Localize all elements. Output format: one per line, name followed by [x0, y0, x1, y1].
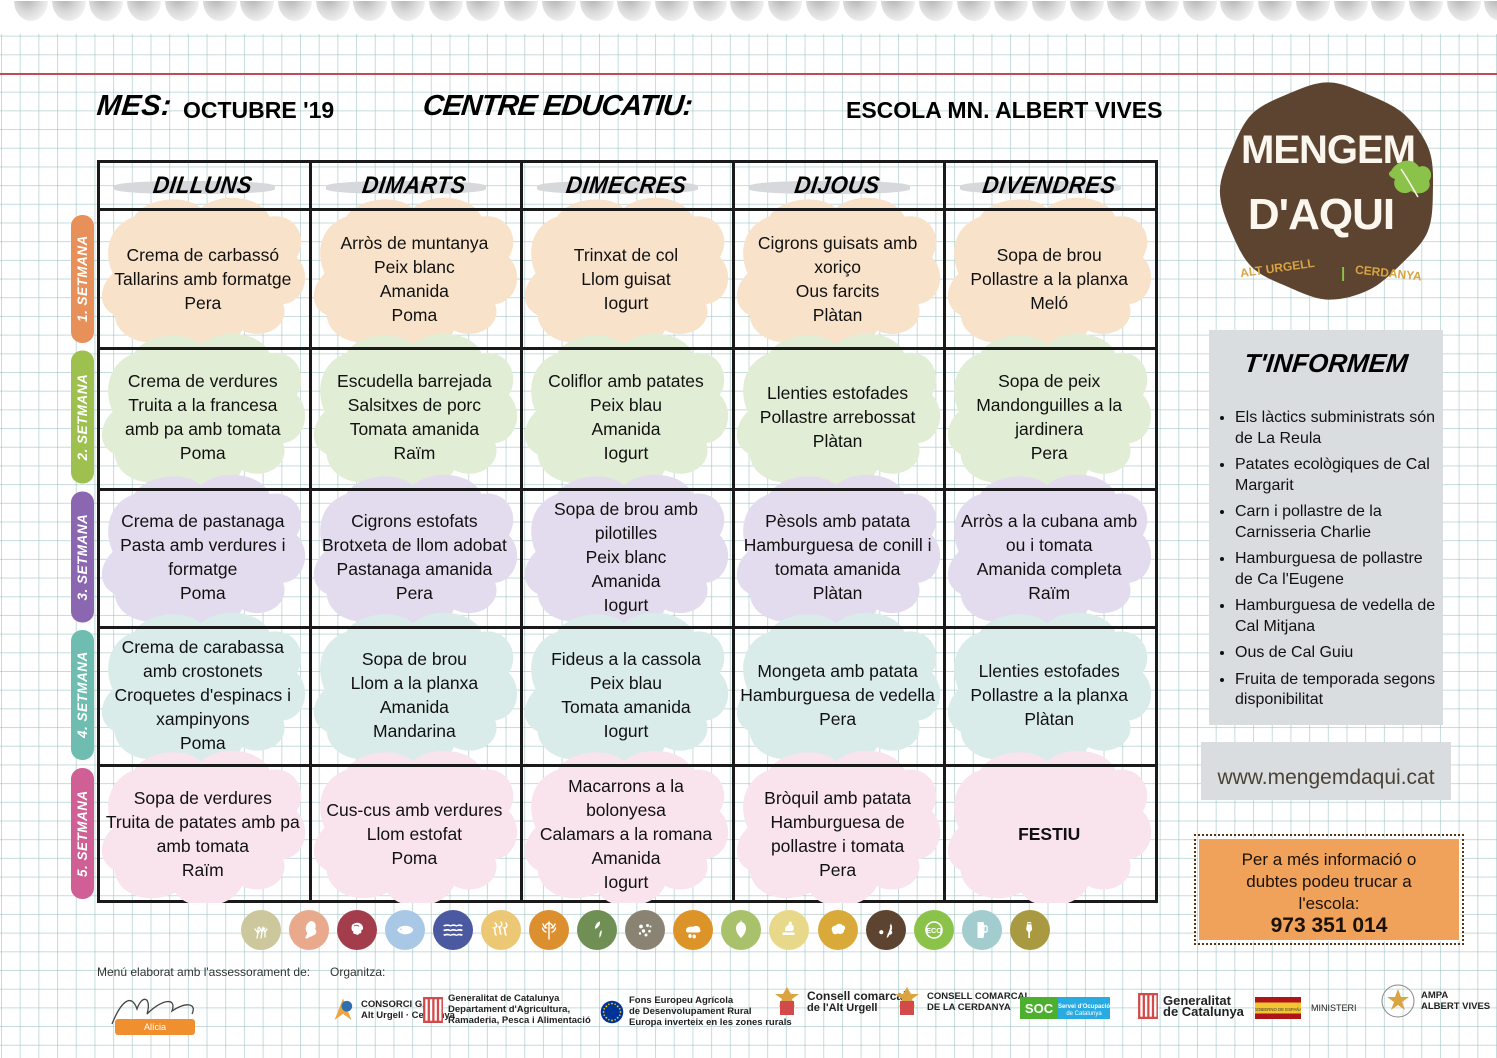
svg-text:de Catalunya: de Catalunya: [1066, 1011, 1102, 1017]
svg-text:D'AQUI: D'AQUI: [1248, 190, 1394, 239]
svg-text:SOC: SOC: [1025, 1001, 1054, 1016]
svg-text:Servei d'Ocupació: Servei d'Ocupació: [1058, 1004, 1110, 1010]
svg-text:MENGEM: MENGEM: [1241, 128, 1415, 172]
svg-text:|: |: [1341, 265, 1345, 282]
svg-text:GOBIERNO DE ESPAÑA: GOBIERNO DE ESPAÑA: [1255, 1007, 1301, 1012]
svg-text:Alícia: Alícia: [144, 1022, 166, 1032]
svg-text:ECO: ECO: [926, 926, 942, 935]
